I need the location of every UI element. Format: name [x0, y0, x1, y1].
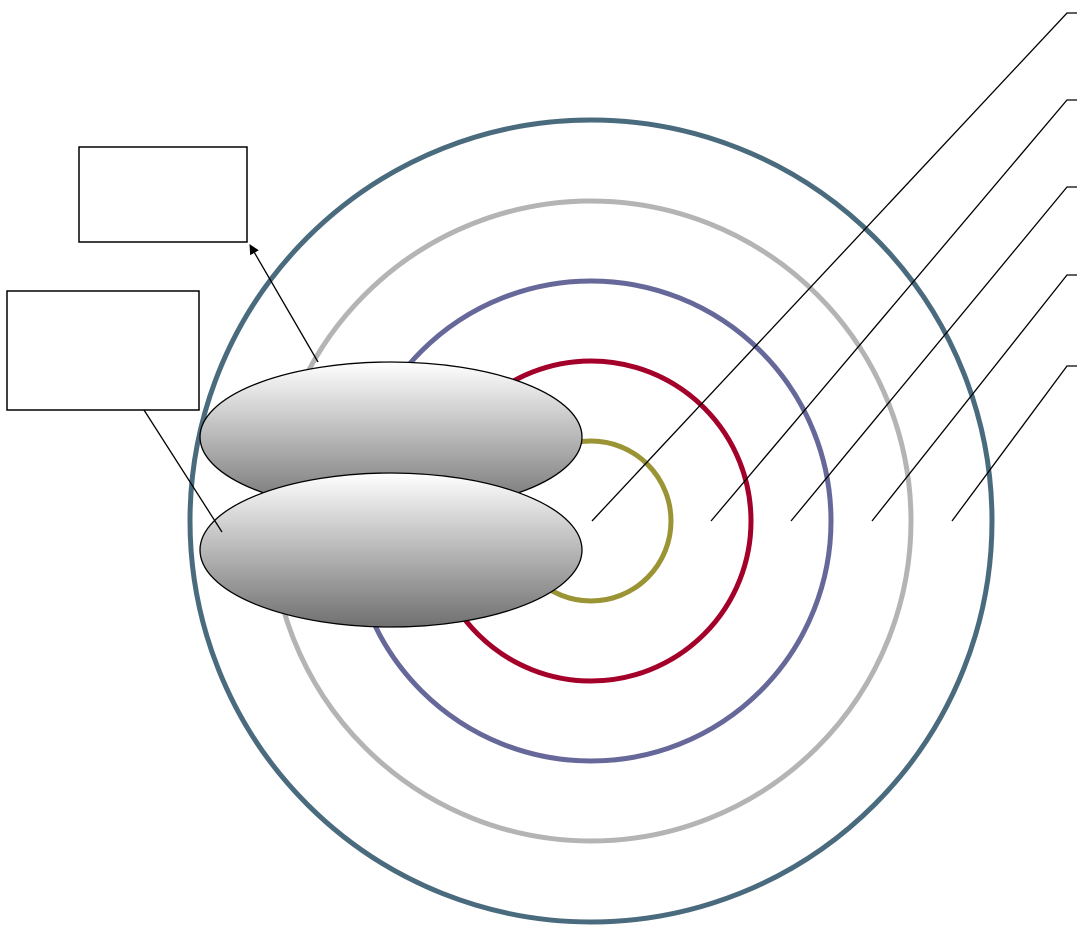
- label-box-upper: [78, 146, 248, 243]
- leader-lines: [591, 12, 1077, 522]
- leader-line-2: [710, 99, 1077, 522]
- leader-line-1: [591, 12, 1077, 522]
- ellipse-lower: [199, 472, 583, 628]
- label-box-lower: [6, 290, 200, 411]
- leader-line-4: [871, 274, 1077, 522]
- leader-to-lower-box: [143, 409, 223, 533]
- arrow-to-upper-box: [249, 244, 319, 363]
- leader-line-5: [951, 365, 1077, 522]
- leader-line-3: [790, 186, 1077, 522]
- ring-outermost: [187, 117, 995, 925]
